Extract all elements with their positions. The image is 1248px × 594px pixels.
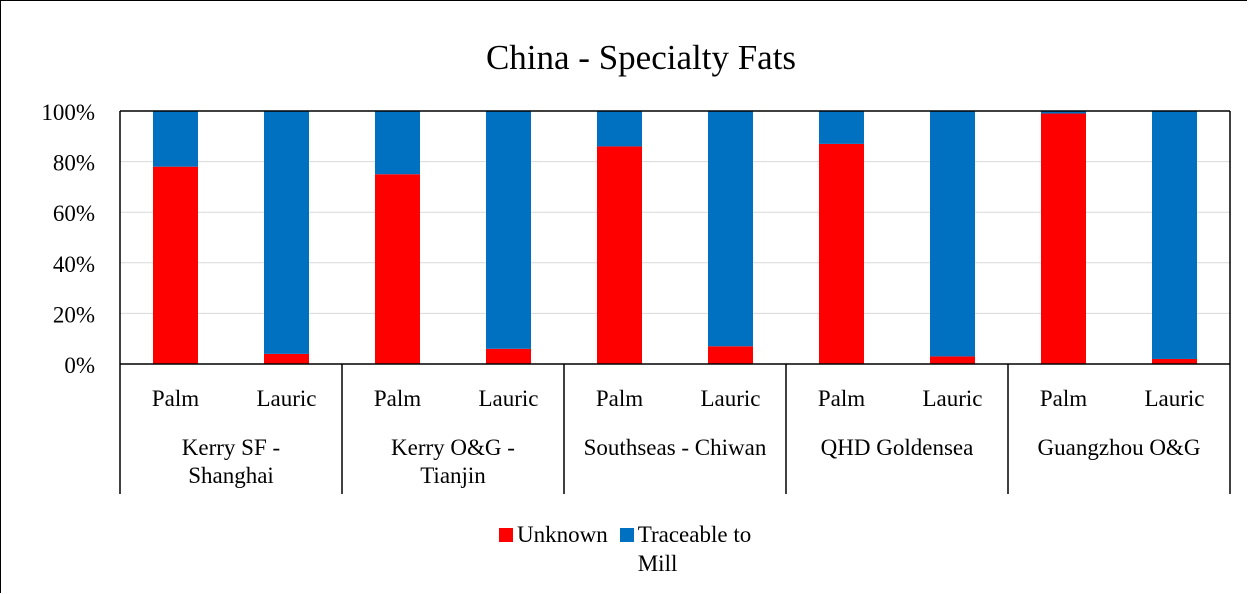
- chart-legend: Unknown Traceable to Mill: [499, 520, 768, 578]
- group-label-line: QHD Goldensea: [821, 435, 974, 460]
- bar-traceable: [1152, 111, 1197, 359]
- group-label: Kerry O&G - Tianjin: [391, 435, 515, 488]
- bar-unknown: [264, 353, 309, 364]
- group-label-line: Guangzhou O&G: [1038, 435, 1201, 460]
- legend-label-unknown: Unknown: [517, 522, 608, 547]
- bar-unknown: [819, 143, 864, 364]
- x-tick-label: Lauric: [478, 386, 538, 411]
- bar-unknown: [153, 166, 198, 364]
- bar-traceable: [264, 111, 309, 354]
- group-label: Guangzhou O&G: [1038, 435, 1201, 460]
- legend-item-unknown: Unknown: [499, 520, 608, 549]
- y-tick-label: 60%: [53, 201, 95, 226]
- bar-unknown: [1041, 113, 1086, 364]
- bar-traceable: [153, 111, 198, 167]
- group-label-line: Southseas - Chiwan: [584, 435, 767, 460]
- y-tick-label: 80%: [53, 151, 95, 176]
- bar-unknown: [486, 348, 531, 364]
- x-tick-label: Palm: [1040, 386, 1087, 411]
- group-label-line: Kerry O&G -: [391, 435, 515, 460]
- legend-label-traceable: Traceable to Mill: [637, 522, 752, 576]
- bar-traceable: [819, 111, 864, 144]
- x-tick-label: Lauric: [256, 386, 316, 411]
- x-tick-label: Lauric: [922, 386, 982, 411]
- legend-swatch-traceable: [619, 528, 634, 542]
- bar-unknown: [597, 146, 642, 364]
- x-tick-label: Lauric: [700, 386, 760, 411]
- bar-traceable: [708, 111, 753, 347]
- group-label: Kerry SF - Shanghai: [182, 435, 280, 488]
- y-tick-label: 40%: [53, 252, 95, 277]
- bar-traceable: [486, 111, 531, 349]
- y-tick-label: 0%: [64, 353, 95, 378]
- bar-traceable: [375, 111, 420, 175]
- bar-traceable: [930, 111, 975, 357]
- x-tick-label: Palm: [596, 386, 643, 411]
- bar-traceable: [1041, 111, 1086, 114]
- axis-labels: 0% 20% 40% 60% 80% 100% Palm Lauric Palm Lauric Pa…: [41, 100, 1204, 488]
- legend-item-traceable: Traceable to Mill: [619, 520, 756, 578]
- bar-unknown: [1152, 358, 1197, 364]
- group-label: Southseas - Chiwan: [584, 435, 767, 460]
- axes: [119, 110, 1231, 494]
- chart-title: China - Specialty Fats: [486, 38, 796, 77]
- y-tick-label: 20%: [53, 302, 95, 327]
- x-tick-label: Palm: [152, 386, 199, 411]
- bar-unknown: [708, 346, 753, 364]
- group-label: QHD Goldensea: [821, 435, 974, 460]
- group-label-line: Shanghai: [188, 463, 274, 488]
- x-tick-label: Palm: [818, 386, 865, 411]
- y-tick-label: 100%: [41, 100, 95, 125]
- bar-unknown: [930, 356, 975, 364]
- x-tick-label: Palm: [374, 386, 421, 411]
- legend-swatch-unknown: [499, 528, 513, 542]
- group-label-line: Tianjin: [420, 463, 486, 488]
- bar-traceable: [597, 111, 642, 147]
- group-label-line: Kerry SF -: [182, 435, 280, 460]
- x-tick-label: Lauric: [1144, 386, 1204, 411]
- bars: [153, 111, 1197, 364]
- bar-unknown: [375, 174, 420, 364]
